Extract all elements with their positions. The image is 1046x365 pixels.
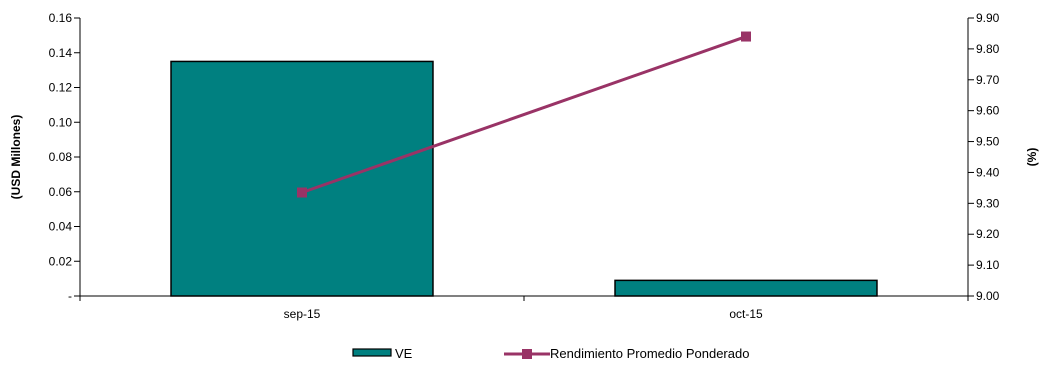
line-series [297,31,751,198]
left-axis: - 0.02 0.04 0.06 0.08 0.10 0.12 0.14 0.16 [49,11,81,303]
left-axis-tick-label: 0.08 [49,150,73,164]
x-axis-tick-label: oct-15 [729,307,763,321]
legend-bar-swatch [352,348,392,357]
right-axis-title: (%) [1025,148,1039,167]
line-path [301,35,747,194]
left-axis-tick-label: 0.06 [49,185,73,199]
line-marker [741,31,751,42]
right-axis-tick-label: 9.40 [976,165,1000,179]
right-axis-tick-label: 9.60 [976,104,1000,118]
line-marker [297,187,307,198]
left-axis-tick-label: - [68,289,72,303]
legend: VE Rendimiento Promedio Ponderado [352,346,749,361]
legend-line-marker [522,349,532,359]
left-axis-tick-label: 0.10 [49,115,73,129]
right-axis-tick-label: 9.80 [976,42,1000,56]
left-axis-tick-label: 0.16 [49,11,73,25]
right-axis-tick-label: 9.20 [976,227,1000,241]
left-axis-title: (USD Millones) [9,115,23,200]
left-axis-tick-label: 0.12 [49,81,73,95]
left-axis-tick-label: 0.04 [49,220,73,234]
left-axis-tick-label: 0.14 [49,46,73,60]
right-axis-tick-label: 9.00 [976,289,1000,303]
right-axis: 9.00 9.10 9.20 9.30 9.40 9.50 9.60 9.70 9.80 9.90 [967,11,1000,303]
bar [614,279,878,297]
legend-bar-label: VE [395,346,413,361]
right-axis-tick-label: 9.10 [976,258,1000,272]
bar [170,60,434,297]
x-axis-tick-label: sep-15 [284,307,321,321]
bar-series [170,60,878,297]
right-axis-tick-label: 9.50 [976,135,1000,149]
left-axis-tick-label: 0.02 [49,254,73,268]
right-axis-tick-label: 9.90 [976,11,1000,25]
legend-line-label: Rendimiento Promedio Ponderado [550,346,749,361]
right-axis-tick-label: 9.30 [976,196,1000,210]
right-axis-tick-label: 9.70 [976,73,1000,87]
x-axis: sep-15 oct-15 [79,295,969,321]
